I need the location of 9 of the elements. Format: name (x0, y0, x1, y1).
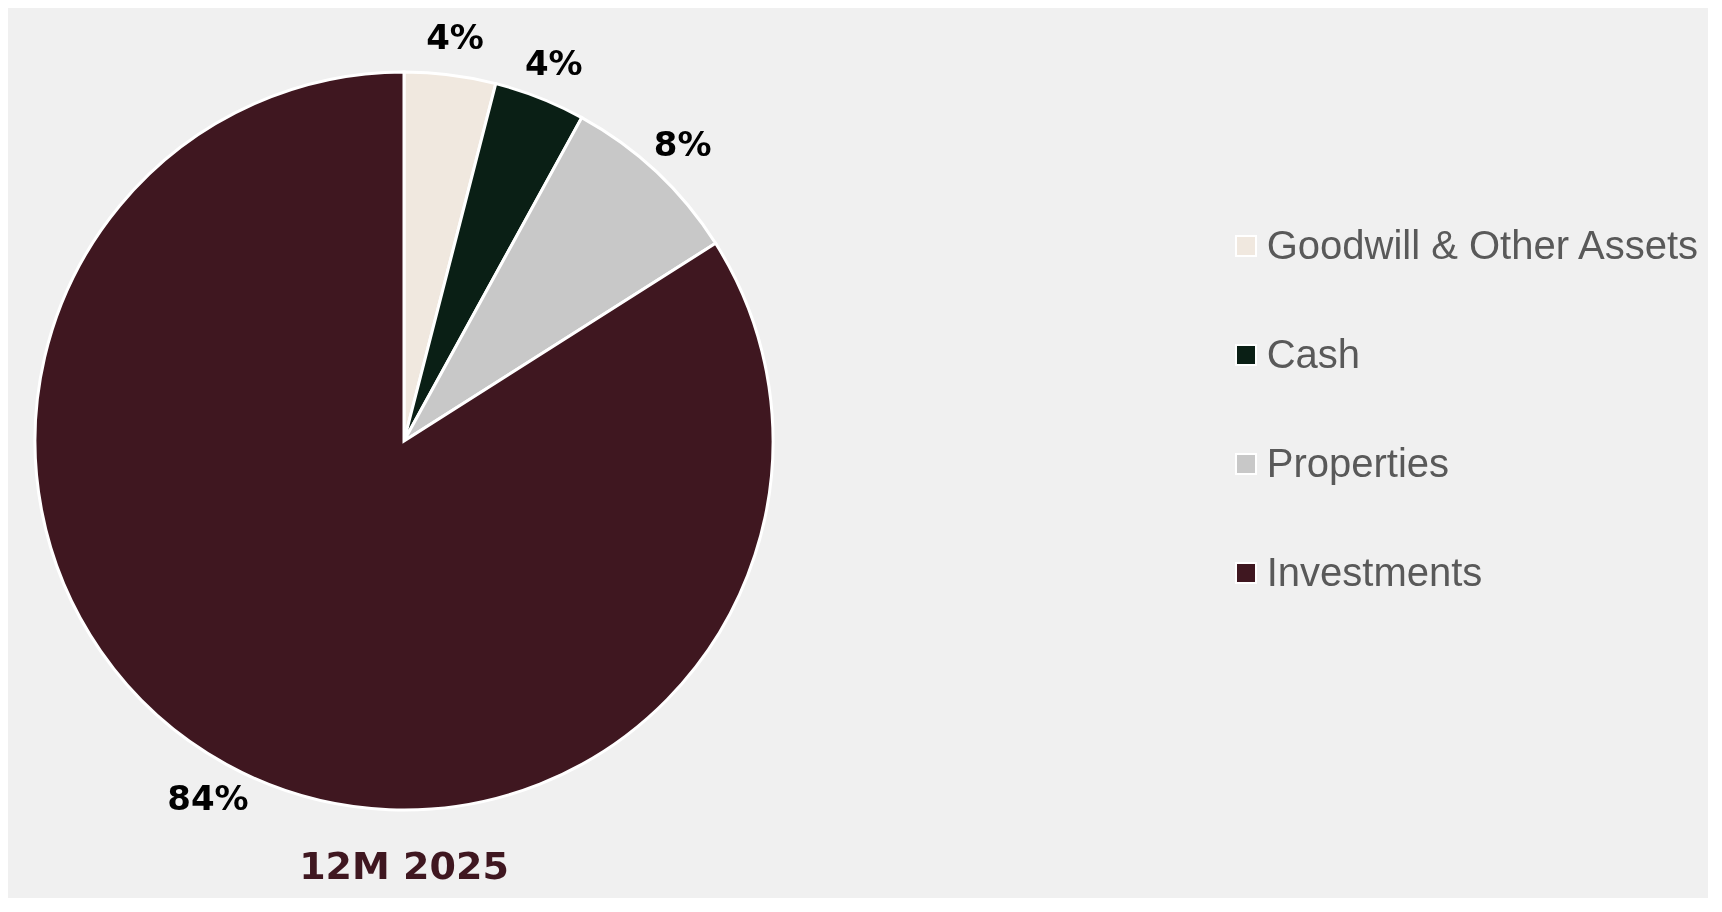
legend-label: Investments (1266, 550, 1483, 595)
data-label: 8% (653, 124, 712, 165)
data-label: 4% (524, 42, 583, 83)
text: 12M 2025 (298, 844, 510, 888)
data-label: 84% (167, 777, 249, 818)
legend-label: Properties (1266, 441, 1450, 486)
legend-label: Goodwill & Other Assets (1266, 223, 1698, 268)
legend-label: Cash (1266, 332, 1361, 377)
data-label: 4% (426, 17, 484, 58)
